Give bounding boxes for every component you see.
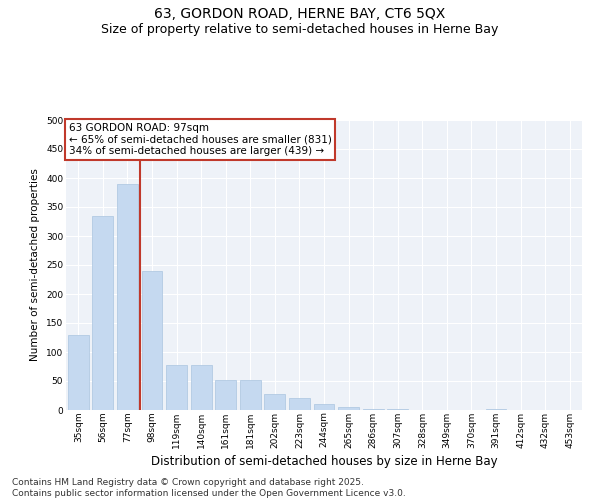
Text: 63, GORDON ROAD, HERNE BAY, CT6 5QX: 63, GORDON ROAD, HERNE BAY, CT6 5QX: [154, 8, 446, 22]
Text: 63 GORDON ROAD: 97sqm
← 65% of semi-detached houses are smaller (831)
34% of sem: 63 GORDON ROAD: 97sqm ← 65% of semi-deta…: [68, 123, 331, 156]
Bar: [191, 365, 212, 410]
Bar: [289, 398, 310, 410]
Text: Contains HM Land Registry data © Crown copyright and database right 2025.
Contai: Contains HM Land Registry data © Crown c…: [12, 478, 406, 498]
Text: Size of property relative to semi-detached houses in Herne Bay: Size of property relative to semi-detach…: [101, 22, 499, 36]
Bar: [92, 216, 113, 410]
Bar: [240, 380, 261, 410]
Bar: [338, 406, 359, 410]
Y-axis label: Number of semi-detached properties: Number of semi-detached properties: [31, 168, 40, 362]
Bar: [314, 404, 334, 410]
Bar: [117, 184, 138, 410]
Bar: [265, 394, 286, 410]
Bar: [142, 271, 163, 410]
Bar: [68, 334, 89, 410]
Bar: [362, 409, 383, 410]
X-axis label: Distribution of semi-detached houses by size in Herne Bay: Distribution of semi-detached houses by …: [151, 454, 497, 468]
Bar: [215, 380, 236, 410]
Bar: [166, 365, 187, 410]
